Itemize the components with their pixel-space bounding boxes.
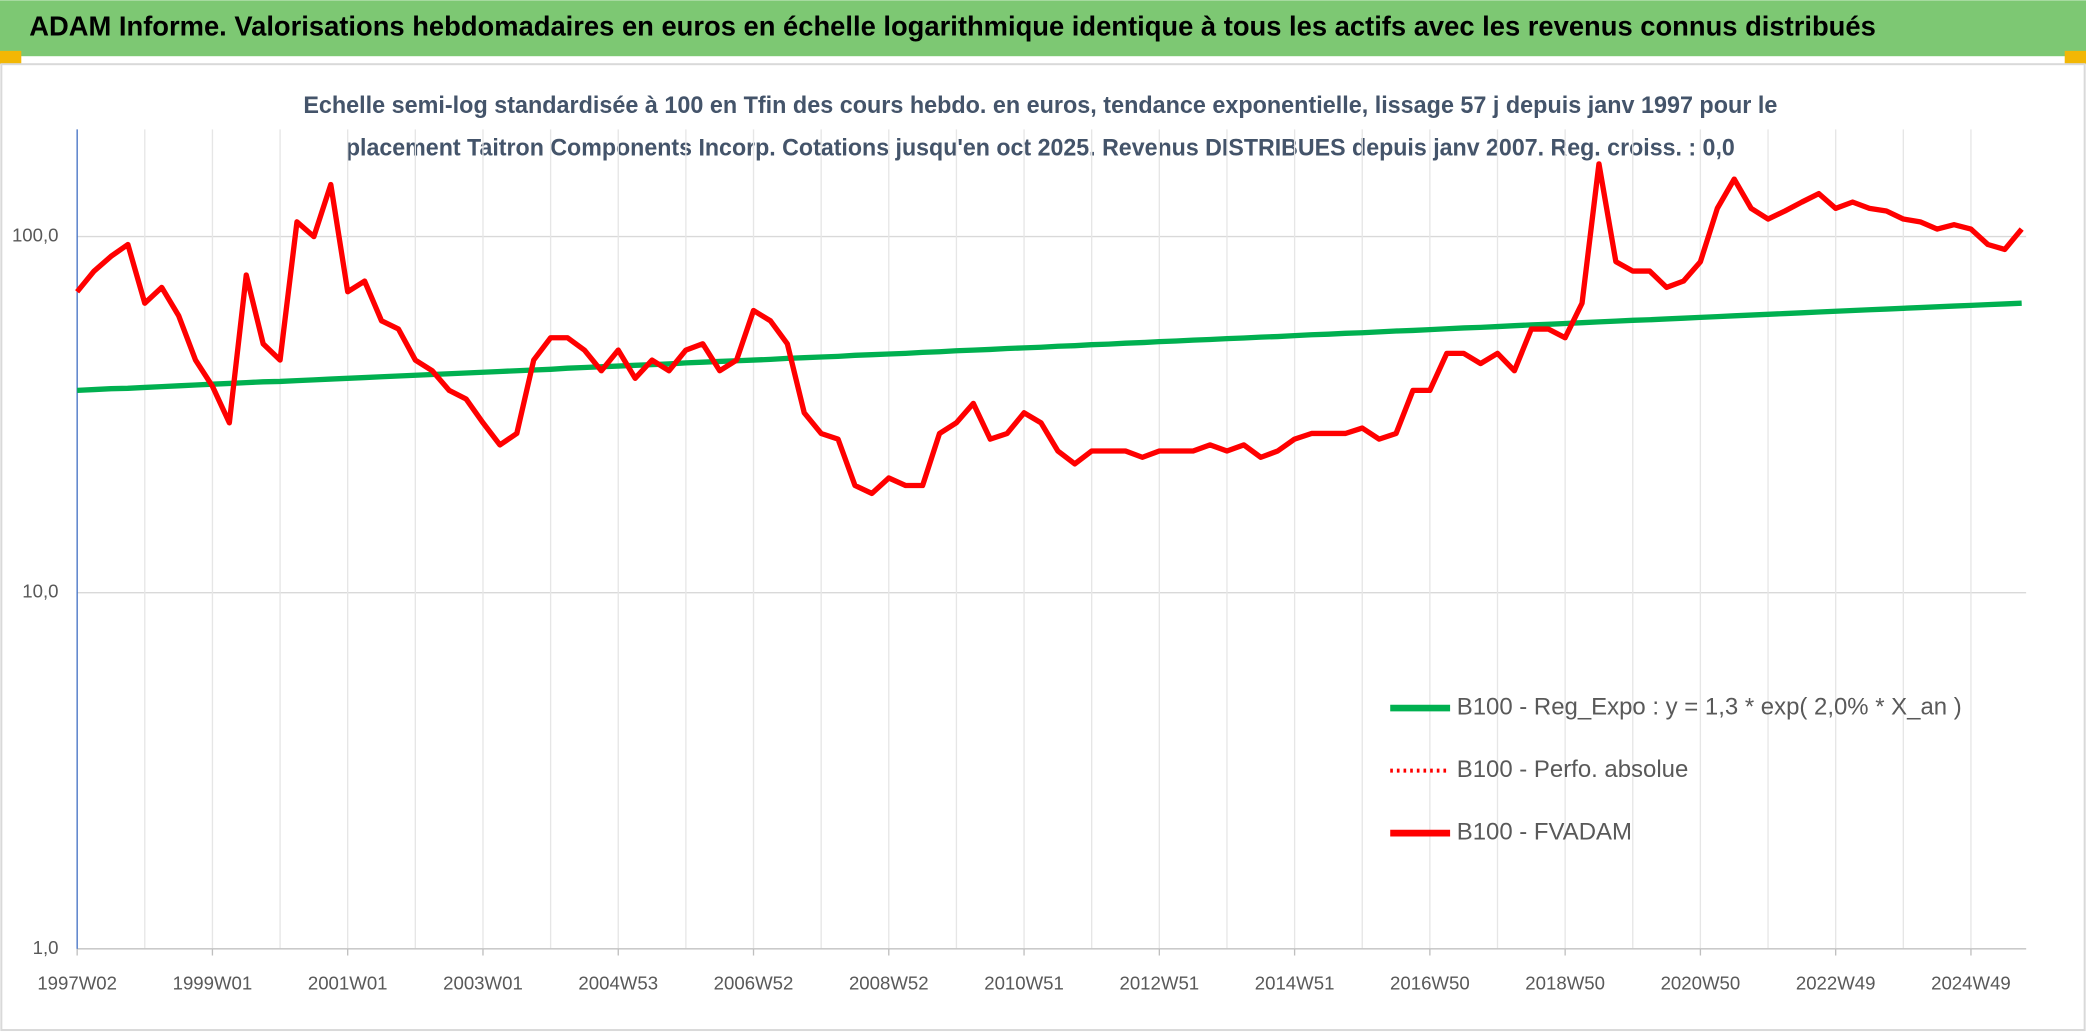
x-tick-label: 2014W51 xyxy=(1255,973,1335,994)
x-tick-label: 2006W52 xyxy=(714,973,794,994)
x-tick-label: 1999W01 xyxy=(173,973,253,994)
chart-subtitle: Echelle semi-log standardisée à 100 en T… xyxy=(303,92,1777,119)
y-tick-label: 1,0 xyxy=(33,937,59,958)
x-tick-label: 1997W02 xyxy=(37,973,117,994)
legend: B100 - Reg_Expo : y = 1,3 * exp( 2,0% * … xyxy=(1390,693,1962,845)
chart-title: ADAM Informe. Valorisations hebdomadaire… xyxy=(29,11,1876,42)
y-tick-label: 10,0 xyxy=(22,581,58,602)
chart-subtitle: placement Taitron Components Incorp. Cot… xyxy=(346,135,1735,162)
x-tick-label: 2022W49 xyxy=(1796,973,1876,994)
corner-mark xyxy=(0,50,22,65)
plot-area xyxy=(75,161,2024,497)
x-tick-label: 2024W49 xyxy=(1931,973,2011,994)
y-tick-label: 100,0 xyxy=(12,224,59,245)
x-tick-label: 2008W52 xyxy=(849,973,929,994)
legend-label: B100 - Perfo. absolue xyxy=(1457,756,1689,783)
grid: 1,0 10,0 100,0 1997W02 1999W01 2001W01 2003W01… xyxy=(12,129,2027,994)
x-tick-label: 2016W50 xyxy=(1390,973,1470,994)
series-line xyxy=(75,161,2024,497)
x-tick-label: 2012W51 xyxy=(1119,973,1199,994)
x-tick-label: 2020W50 xyxy=(1661,973,1741,994)
x-tick-label: 2018W50 xyxy=(1525,973,1605,994)
frame xyxy=(0,63,2086,1032)
legend-label: B100 - Reg_Expo : y = 1,3 * exp( 2,0% * … xyxy=(1457,693,1962,720)
title-bar xyxy=(0,0,2086,57)
series-line xyxy=(77,300,2022,394)
x-tick-label: 2003W01 xyxy=(443,973,523,994)
corner-mark xyxy=(2064,50,2086,65)
x-tick-label: 2004W53 xyxy=(578,973,658,994)
x-tick-label: 2001W01 xyxy=(308,973,388,994)
x-tick-label: 2010W51 xyxy=(984,973,1064,994)
legend-label: B100 - FVADAM xyxy=(1457,818,1632,845)
